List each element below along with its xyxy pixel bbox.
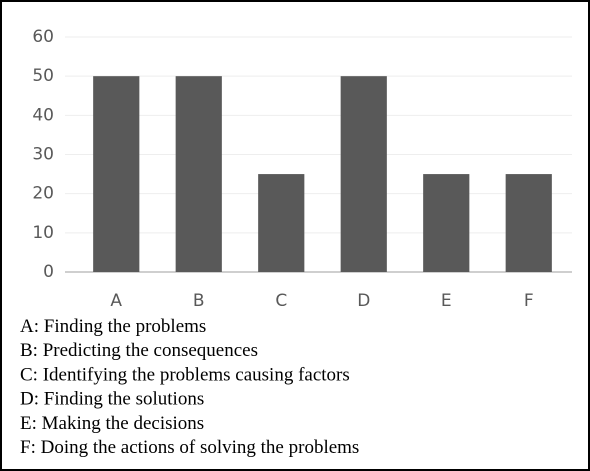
bar <box>175 76 222 273</box>
category-note: F: Doing the actions of solving the prob… <box>20 437 359 458</box>
x-tick-label: B <box>193 291 205 311</box>
y-tick-label: 20 <box>32 184 54 204</box>
x-tick-label: A <box>110 291 122 311</box>
x-tick-label: F <box>524 291 534 311</box>
category-note: E: Making the decisions <box>20 413 204 434</box>
y-tick-label: 40 <box>32 105 54 125</box>
y-tick-label: 50 <box>32 66 54 86</box>
category-note: A: Finding the problems <box>20 316 206 337</box>
x-tick-label: E <box>441 291 452 311</box>
category-note: C: Identifying the problems causing fact… <box>20 364 350 385</box>
y-tick-label: 10 <box>32 223 54 243</box>
category-note: D: Finding the solutions <box>20 389 204 410</box>
x-tick-label: D <box>357 291 370 311</box>
bar <box>423 174 470 272</box>
bar <box>93 76 140 273</box>
bar <box>258 174 305 272</box>
category-note: B: Predicting the consequences <box>20 340 258 361</box>
bar <box>340 76 387 273</box>
x-tick-label: C <box>275 291 287 311</box>
bar <box>505 174 552 272</box>
y-tick-label: 60 <box>32 27 54 47</box>
y-tick-label: 0 <box>43 262 54 282</box>
y-tick-label: 30 <box>32 145 54 165</box>
